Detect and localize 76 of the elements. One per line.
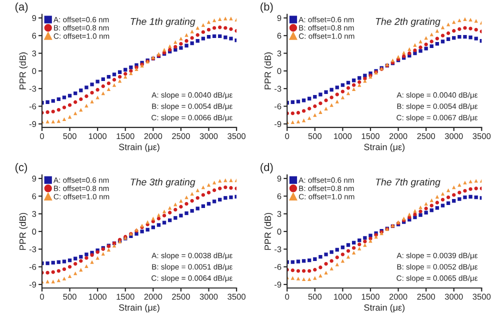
y-tick-label: 9 [277, 15, 282, 22]
chart-title: The 3th grating [130, 178, 196, 188]
x-tick-label: 500 [63, 133, 76, 140]
y-tick-label: -3 [29, 86, 36, 92]
y-tick-label: -3 [274, 86, 282, 92]
y-axis-title: PPR (dB) [19, 212, 28, 250]
x-tick-label: 0 [40, 294, 44, 300]
y-tick-label: -9 [274, 282, 282, 288]
x-tick-label: 3000 [444, 294, 463, 300]
text: (a) [15, 2, 28, 13]
x-tick-label: 1500 [116, 133, 134, 140]
y-tick-label: -6 [29, 264, 36, 270]
x-axis-title: Strain (με) [119, 144, 160, 152]
x-axis-title: Strain (με) [364, 304, 404, 313]
x-tick-label: 2500 [172, 133, 190, 140]
x-tick-label: 500 [63, 294, 76, 300]
y-tick-label: 6 [277, 193, 282, 200]
y-axis-title: PPR (dB) [264, 212, 273, 250]
y-tick-label: -9 [274, 121, 282, 128]
x-tick-label: 500 [308, 133, 322, 140]
x-tick-label: 3500 [472, 133, 491, 140]
y-tick-label: -9 [29, 121, 36, 128]
y-tick-label: 6 [32, 193, 36, 200]
y-tick-label: 3 [32, 211, 36, 217]
chart-title: The 1th grating [130, 18, 196, 27]
x-tick-label: 1000 [334, 133, 352, 140]
y-tick-label: -6 [29, 103, 36, 110]
x-tick-label: 0 [285, 133, 290, 140]
x-tick-label: 1000 [88, 294, 107, 300]
x-tick-label: 2000 [144, 294, 162, 300]
x-tick-label: 1500 [362, 133, 380, 140]
y-tick-label: 9 [277, 176, 282, 182]
y-tick-label: 9 [32, 176, 36, 182]
y-tick-label: 3 [32, 50, 36, 56]
x-tick-label: 0 [40, 133, 44, 140]
text: (c) [15, 162, 28, 174]
chart-title: The 2th grating [376, 18, 440, 27]
text: (b) [260, 2, 273, 13]
x-tick-label: 2000 [144, 133, 162, 140]
y-tick-label: 0 [277, 68, 282, 74]
y-tick-label: 3 [277, 50, 282, 56]
x-tick-label: 2500 [417, 294, 436, 300]
x-axis-title: Strain (με) [364, 144, 404, 152]
y-tick-label: -3 [29, 246, 36, 252]
x-tick-label: 3500 [472, 294, 491, 300]
y-tick-label: 0 [32, 68, 36, 74]
y-tick-label: 6 [277, 32, 282, 39]
y-tick-label: -9 [29, 282, 36, 288]
x-tick-label: 3500 [228, 294, 246, 300]
y-tick-label: 6 [32, 32, 36, 39]
x-tick-label: 1500 [116, 294, 134, 300]
x-tick-label: 3000 [200, 133, 218, 140]
y-tick-label: -3 [274, 246, 282, 252]
y-tick-label: 3 [277, 211, 282, 217]
y-axis-title: PPR (dB) [19, 52, 28, 90]
x-tick-label: 2000 [389, 294, 408, 300]
x-tick-label: 3000 [200, 294, 218, 300]
x-tick-label: 2000 [389, 133, 408, 140]
x-tick-label: 3500 [228, 133, 246, 140]
x-tick-label: 0 [285, 294, 290, 300]
y-tick-label: 0 [32, 228, 36, 235]
y-tick-label: 0 [277, 228, 282, 235]
y-axis-title: PPR (dB) [264, 52, 273, 90]
x-tick-label: 1000 [88, 133, 107, 140]
x-tick-label: 2500 [172, 294, 190, 300]
y-tick-label: -6 [274, 264, 282, 270]
x-tick-label: 1000 [334, 294, 352, 300]
y-tick-label: -6 [274, 103, 282, 110]
x-tick-label: 3000 [444, 133, 463, 140]
x-tick-label: 500 [308, 294, 322, 300]
y-tick-label: 9 [32, 15, 36, 22]
x-tick-label: 1500 [362, 294, 380, 300]
x-tick-label: 2500 [417, 133, 436, 140]
text: (d) [260, 162, 273, 174]
chart-title: The 7th grating [376, 178, 440, 188]
x-axis-title: Strain (με) [119, 304, 160, 313]
